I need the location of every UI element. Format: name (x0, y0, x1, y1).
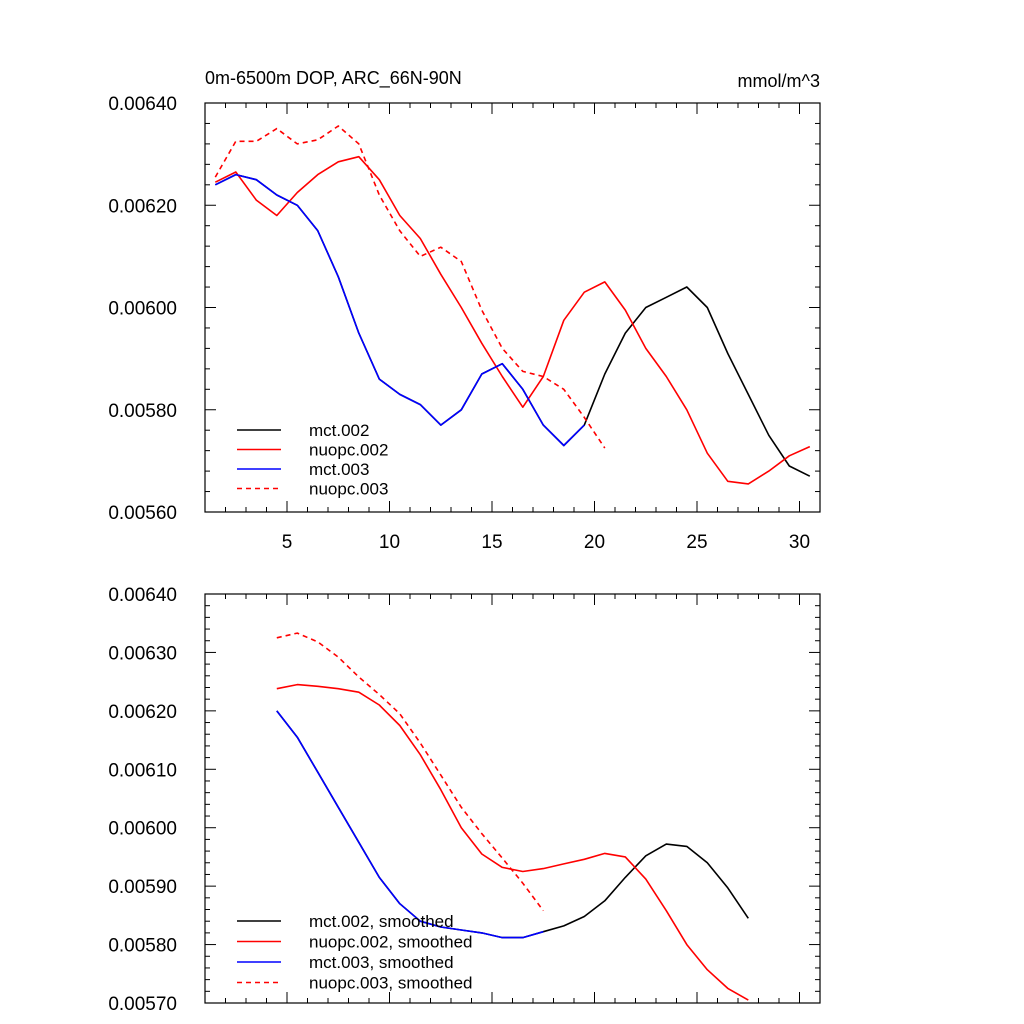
y-tick-label: 0.00570 (108, 994, 177, 1015)
y-tick-label: 0.00580 (108, 401, 177, 422)
y-tick-label: 0.00560 (108, 503, 177, 524)
x-tick-label: 20 (584, 532, 605, 553)
x-tick-label: 30 (789, 532, 810, 553)
x-tick-label: 5 (282, 532, 293, 553)
y-tick-label: 0.00600 (108, 819, 177, 840)
legend-label: nuopc.003 (309, 480, 388, 499)
legend-label: nuopc.002, smoothed (309, 933, 473, 952)
y-tick-label: 0.00640 (108, 94, 177, 115)
plot-frame (204, 102, 821, 513)
y-tick-label: 0.00620 (108, 196, 177, 217)
top-panel: 0m-6500m DOP, ARC_66N-90N mmol/m^3 5 10 15… (108, 68, 821, 553)
series-line-3 (276, 632, 544, 912)
legend-label: mct.003, smoothed (309, 953, 454, 972)
x-tick-label: 15 (481, 532, 502, 553)
legend-label: mct.003 (309, 460, 369, 479)
x-tick-label: 10 (379, 532, 400, 553)
y-tick-label: 0.00580 (108, 936, 177, 957)
bottom-panel: 0.00570 0.00580 0.00590 0.00600 0.00610 0.006… (108, 585, 821, 1015)
series-line-0 (214, 173, 811, 477)
legend-label: nuopc.002 (309, 441, 388, 460)
series-line-3 (214, 125, 606, 449)
y-tick-label: 0.00610 (108, 760, 177, 781)
legend-label: nuopc.003, smoothed (309, 974, 473, 993)
y-tick-label: 0.00640 (108, 585, 177, 606)
series-line-2 (214, 173, 585, 447)
units-label: mmol/m^3 (738, 71, 820, 91)
y-tick-label: 0.00590 (108, 877, 177, 898)
legend-label: mct.002, smoothed (309, 912, 454, 931)
chart-title: 0m-6500m DOP, ARC_66N-90N (205, 68, 462, 89)
plot-frame (204, 593, 821, 1004)
y-tick-label: 0.00620 (108, 702, 177, 723)
x-tick-label: 25 (686, 532, 707, 553)
series-line-2 (276, 710, 544, 939)
legend-label: mct.002 (309, 421, 369, 440)
series-line-1 (214, 155, 811, 485)
y-tick-label: 0.00600 (108, 299, 177, 320)
y-tick-label: 0.00630 (108, 643, 177, 664)
